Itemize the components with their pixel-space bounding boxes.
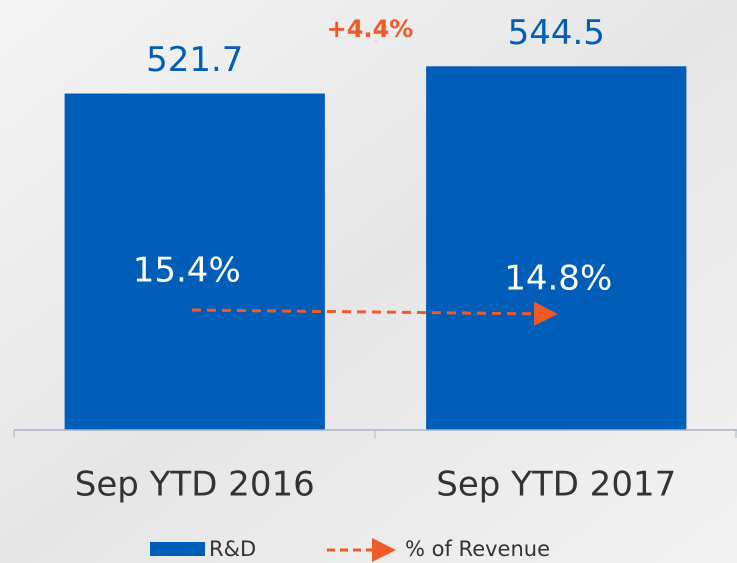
legend-swatch [150, 542, 205, 556]
legend-label: % of Revenue [405, 537, 550, 561]
value-label: 544.5 [508, 13, 605, 53]
x-tick-label: Sep YTD 2017 [436, 465, 676, 505]
bar [426, 66, 686, 430]
percent-label: 15.4% [133, 251, 241, 291]
percent-label: 14.8% [504, 259, 612, 299]
chart: +4.4% R&D % of Revenue 521.7 Sep YTD 2016… [0, 0, 737, 563]
x-tick-label: Sep YTD 2016 [75, 465, 315, 505]
value-label: 521.7 [146, 40, 243, 80]
annotation: +4.4% [327, 15, 414, 43]
legend-label: R&D [209, 537, 256, 561]
